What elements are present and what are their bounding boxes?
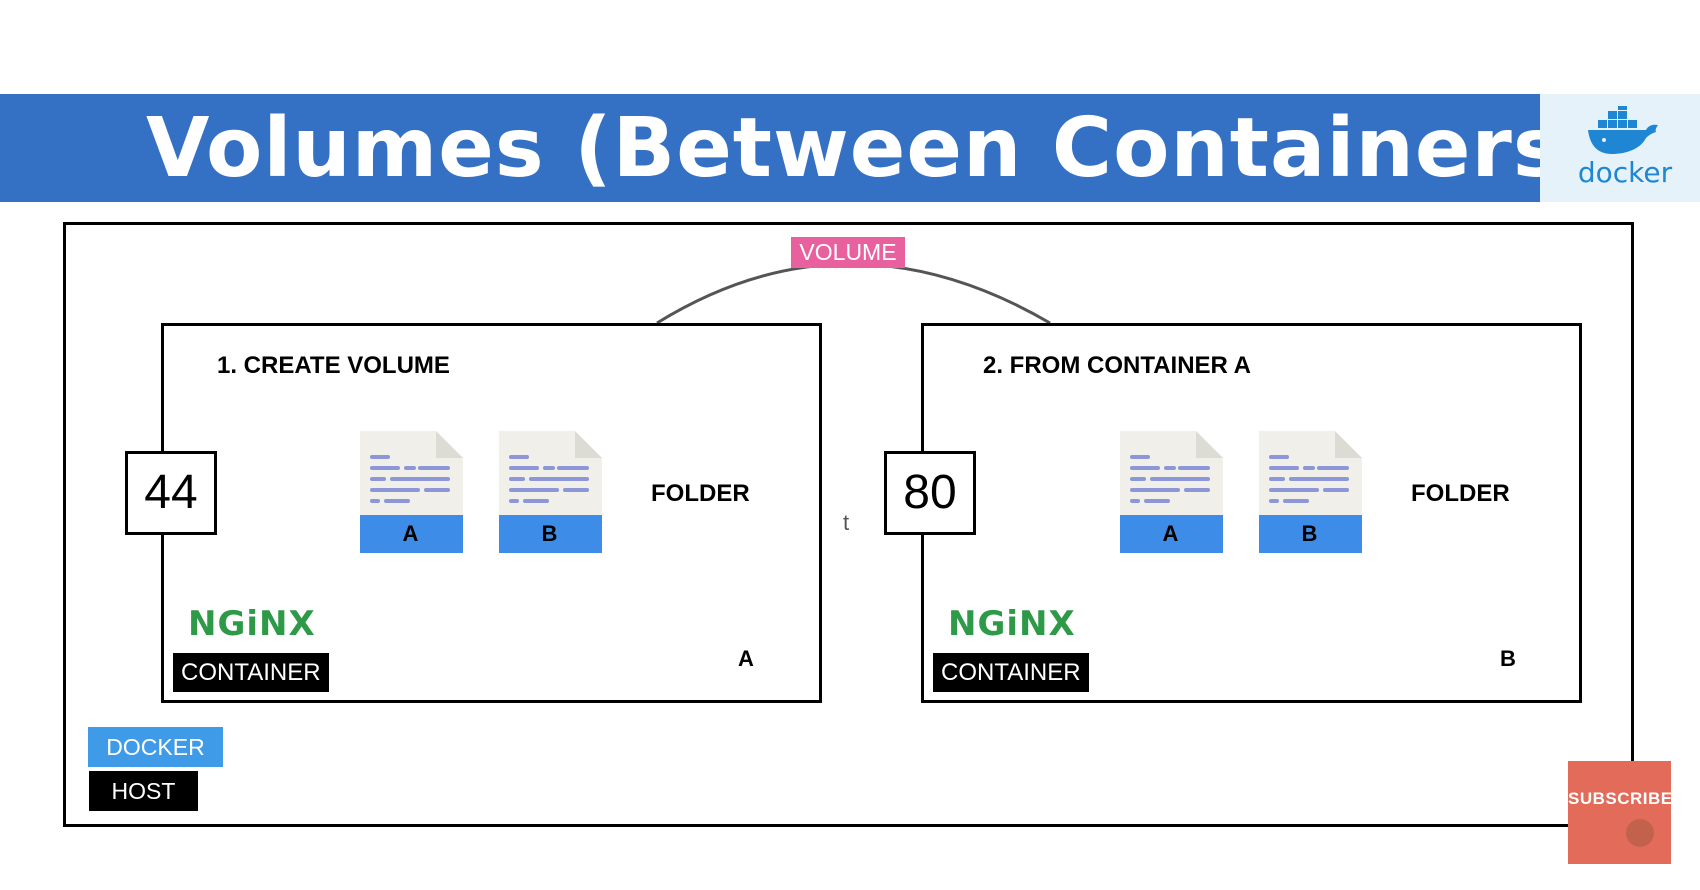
host-tag: HOST — [89, 771, 198, 811]
folder-label-b: FOLDER — [1411, 480, 1510, 507]
container-tag-b: CONTAINER — [933, 653, 1089, 692]
file-a-icon: A — [358, 431, 463, 553]
port-box-b: 80 — [884, 451, 976, 535]
file-b-icon: B — [1257, 431, 1362, 553]
file-label: A — [402, 521, 419, 546]
hand-pointer-icon — [1626, 819, 1654, 847]
file-label: A — [1162, 521, 1179, 546]
nginx-logo-a: NGiNX — [188, 604, 316, 644]
subscribe-button[interactable]: SUBSCRIBE — [1568, 761, 1673, 864]
file-b-icon: B — [497, 431, 602, 553]
docker-tag: DOCKER — [88, 727, 223, 767]
title-bar — [0, 94, 1540, 202]
file-label: B — [1301, 521, 1318, 546]
stray-text: t — [843, 510, 850, 535]
container-b-box — [921, 323, 1582, 703]
step-label-from-container-a: 2. FROM CONTAINER A — [983, 352, 1251, 379]
container-letter-b: B — [1500, 646, 1516, 671]
file-a-icon: A — [1118, 431, 1223, 553]
container-letter-a: A — [738, 646, 754, 671]
container-tag-a: CONTAINER — [173, 653, 329, 692]
file-label: B — [541, 521, 558, 546]
volume-tag: VOLUME — [791, 237, 905, 268]
nginx-logo-b: NGiNX — [948, 604, 1076, 644]
slide-title: Volumes (Between Containers) — [146, 101, 1602, 196]
folder-label-a: FOLDER — [651, 480, 750, 507]
container-a-box — [161, 323, 822, 703]
subscribe-label: SUBSCRIBE — [1568, 789, 1673, 808]
docker-whale-icon — [1588, 106, 1658, 154]
step-label-create-volume: 1. CREATE VOLUME — [217, 352, 450, 379]
docker-logo-word: docker — [1577, 156, 1673, 189]
docker-logo — [1540, 94, 1700, 202]
port-box-a: 44 — [125, 451, 217, 535]
docker-host-frame — [63, 222, 1634, 827]
